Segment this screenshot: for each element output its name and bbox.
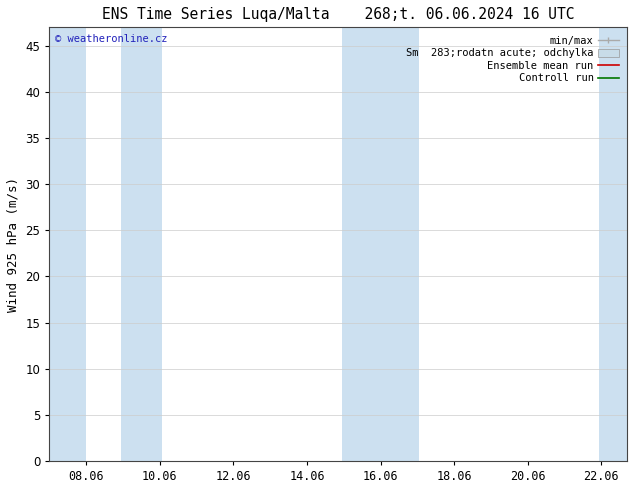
Bar <box>342 27 419 461</box>
Bar <box>121 27 162 461</box>
Title: ENS Time Series Luqa/Malta    268;t. 06.06.2024 16 UTC: ENS Time Series Luqa/Malta 268;t. 06.06.… <box>102 7 574 22</box>
Y-axis label: Wind 925 hPa (m/s): Wind 925 hPa (m/s) <box>7 177 20 312</box>
Legend: min/max, Sm  283;rodatn acute; odchylka, Ensemble mean run, Controll run: min/max, Sm 283;rodatn acute; odchylka, … <box>403 32 622 87</box>
Text: © weatheronline.cz: © weatheronline.cz <box>55 34 167 44</box>
Bar <box>600 27 627 461</box>
Bar <box>49 27 86 461</box>
